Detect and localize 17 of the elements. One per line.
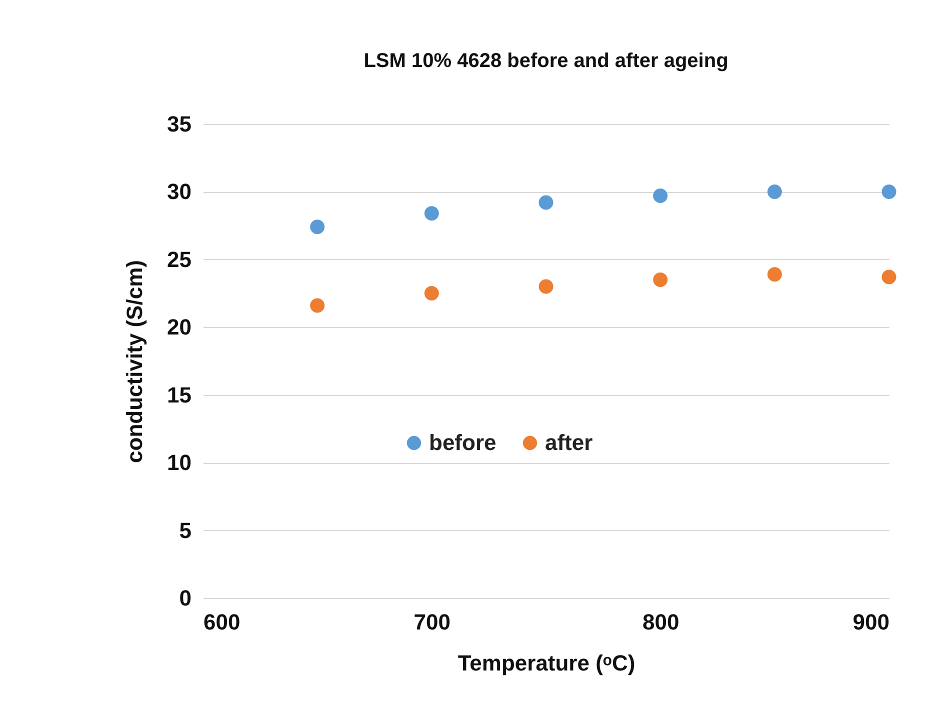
- x-tick-label: 900: [852, 610, 890, 634]
- y-tick-label: 35: [167, 112, 192, 136]
- x-axis-title: Temperature (ᵒC): [458, 650, 636, 676]
- y-tick-label: 20: [167, 314, 192, 340]
- y-tick-label: 10: [167, 450, 192, 476]
- legend-label: after: [545, 430, 594, 455]
- chart-title: LSM 10% 4628 before and after ageing: [364, 50, 728, 72]
- legend-label: before: [429, 430, 496, 455]
- y-axis-title: conductivity (S/cm): [122, 260, 148, 463]
- y-tick-label: 30: [167, 179, 192, 204]
- x-tick-label: 600: [204, 610, 240, 634]
- y-tick-label: 0: [179, 586, 192, 610]
- y-tick-label: 25: [167, 246, 192, 272]
- y-tick-label: 5: [179, 518, 192, 543]
- x-tick-label: 800: [642, 610, 680, 634]
- y-tick-label: 15: [167, 382, 192, 408]
- x-tick-label: 700: [414, 610, 451, 634]
